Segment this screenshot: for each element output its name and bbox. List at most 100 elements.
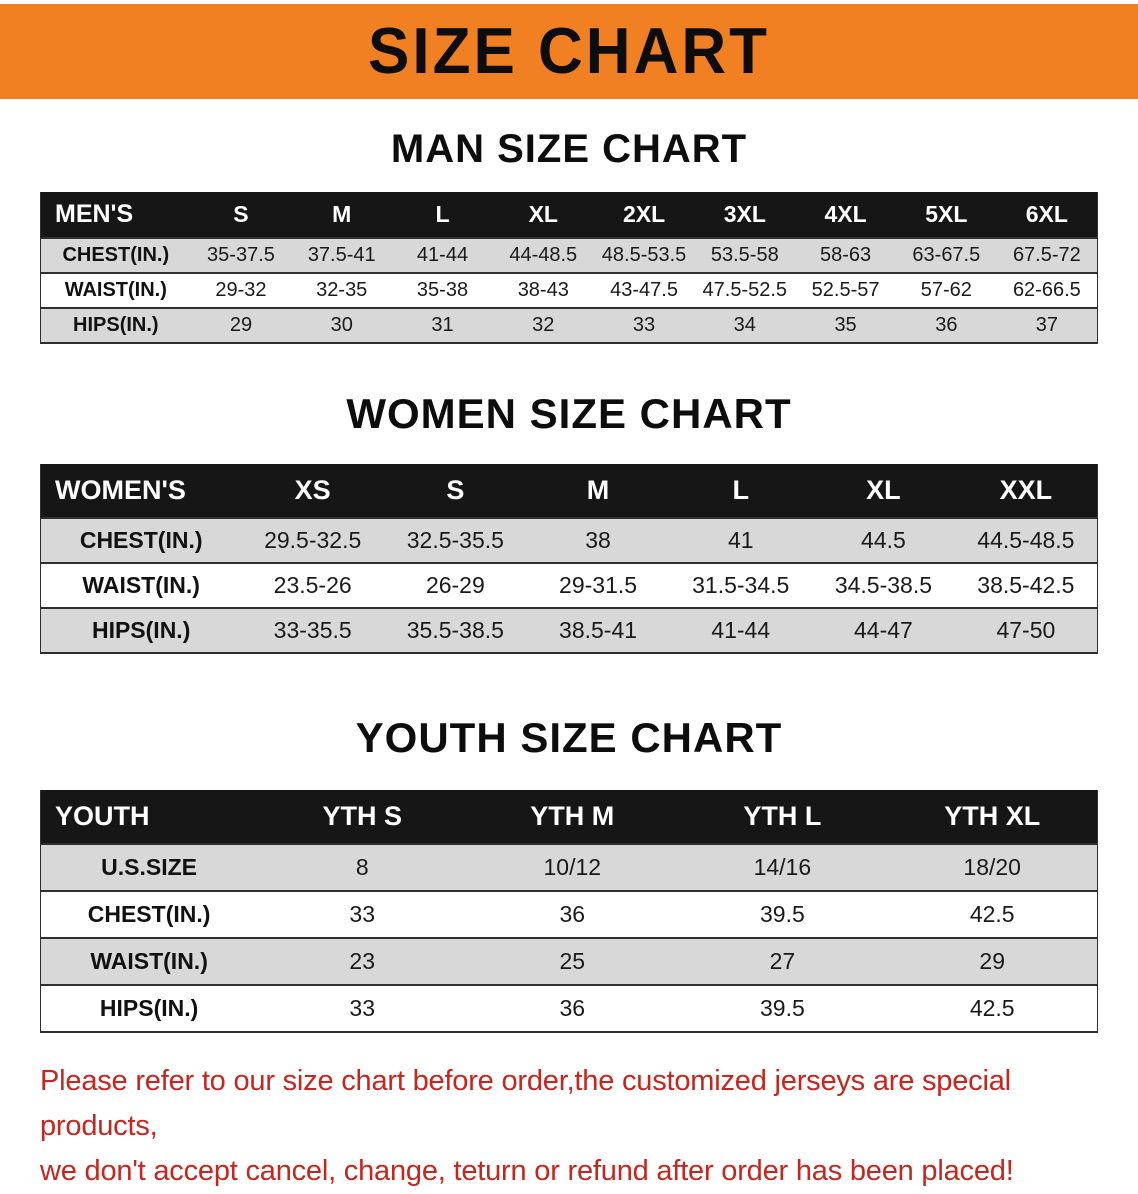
size-column-header: YTH M xyxy=(467,790,678,844)
measurement-value-cell: 44.5-48.5 xyxy=(954,517,1098,563)
measurement-value-cell: 35.5-38.5 xyxy=(384,607,527,653)
measurement-value-cell: 30 xyxy=(291,307,393,343)
size-column-header: L xyxy=(392,192,493,238)
row-label-cell: CHEST(IN.) xyxy=(40,517,242,563)
row-label-cell: HIPS(IN.) xyxy=(40,607,242,653)
table-title-cell: MEN'S xyxy=(40,192,191,238)
row-label-cell: WAIST(IN.) xyxy=(40,937,258,985)
size-column-header: YTH L xyxy=(677,790,888,844)
measurement-value-cell: 18/20 xyxy=(887,843,1098,891)
measurement-value-cell: 29-32 xyxy=(190,272,292,308)
measurement-value-cell: 58-63 xyxy=(795,237,896,273)
measurement-value-cell: 62-66.5 xyxy=(996,272,1098,308)
size-column-header: L xyxy=(669,464,813,518)
size-column-header: S xyxy=(190,192,292,238)
measurement-value-cell: 57-62 xyxy=(895,272,997,308)
row-label-cell: CHEST(IN.) xyxy=(40,237,191,273)
table-row: HIPS(IN.) 33 36 39.5 42.5 xyxy=(40,984,1098,1032)
measurement-value-cell: 33-35.5 xyxy=(241,607,385,653)
measurement-value-cell: 41-44 xyxy=(392,237,493,273)
measurement-value-cell: 44.5 xyxy=(812,517,955,563)
measurement-value-cell: 42.5 xyxy=(887,984,1098,1032)
measurement-value-cell: 27 xyxy=(677,937,888,985)
size-column-header: S xyxy=(384,464,527,518)
measurement-value-cell: 44-48.5 xyxy=(492,237,594,273)
measurement-value-cell: 41-44 xyxy=(669,607,813,653)
measurement-value-cell: 52.5-57 xyxy=(795,272,896,308)
measurement-value-cell: 67.5-72 xyxy=(996,237,1098,273)
measurement-value-cell: 39.5 xyxy=(677,890,888,938)
row-label-cell: WAIST(IN.) xyxy=(40,562,242,608)
men-size-table: MEN'S S M L XL 2XL 3XL 4XL 5XL 6XL CHEST(IN.) 35-37… xyxy=(40,192,1098,344)
measurement-value-cell: 14/16 xyxy=(677,843,888,891)
size-column-header: 3XL xyxy=(694,192,796,238)
measurement-value-cell: 32-35 xyxy=(291,272,393,308)
measurement-value-cell: 47-50 xyxy=(954,607,1098,653)
measurement-value-cell: 36 xyxy=(467,890,678,938)
measurement-value-cell: 43-47.5 xyxy=(593,272,695,308)
measurement-value-cell: 25 xyxy=(467,937,678,985)
measurement-value-cell: 42.5 xyxy=(887,890,1098,938)
size-column-header: 6XL xyxy=(996,192,1098,238)
measurement-value-cell: 38.5-41 xyxy=(526,607,670,653)
size-column-header: XS xyxy=(241,464,385,518)
measurement-value-cell: 63-67.5 xyxy=(895,237,997,273)
measurement-value-cell: 53.5-58 xyxy=(694,237,796,273)
measurement-value-cell: 29 xyxy=(887,937,1098,985)
banner: SIZE CHART xyxy=(0,4,1138,99)
size-column-header: 2XL xyxy=(593,192,695,238)
measurement-value-cell: 32 xyxy=(492,307,594,343)
row-label-cell: HIPS(IN.) xyxy=(40,984,258,1032)
size-column-header: M xyxy=(291,192,393,238)
measurement-value-cell: 44-47 xyxy=(812,607,955,653)
measurement-value-cell: 35 xyxy=(795,307,896,343)
table-header-row: WOMEN'S XS S M L XL XXL xyxy=(40,464,1098,518)
measurement-value-cell: 31.5-34.5 xyxy=(669,562,813,608)
order-policy-note: Please refer to our size chart before or… xyxy=(40,1059,1098,1194)
women-size-table: WOMEN'S XS S M L XL XXL CHEST(IN.) 29.5-32.5 32.5… xyxy=(40,464,1098,654)
row-label-cell: U.S.SIZE xyxy=(40,843,258,891)
size-column-header: YTH S xyxy=(257,790,468,844)
measurement-value-cell: 8 xyxy=(257,843,468,891)
measurement-value-cell: 31 xyxy=(392,307,493,343)
row-label-cell: CHEST(IN.) xyxy=(40,890,258,938)
measurement-value-cell: 10/12 xyxy=(467,843,678,891)
size-column-header: XL xyxy=(492,192,594,238)
table-row: CHEST(IN.) 29.5-32.5 32.5-35.5 38 41 44.5 44.5… xyxy=(40,517,1098,563)
size-column-header: 5XL xyxy=(895,192,997,238)
measurement-value-cell: 34.5-38.5 xyxy=(812,562,955,608)
table-row: WAIST(IN.) 29-32 32-35 35-38 38-43 43-47.5 47.… xyxy=(40,272,1098,308)
table-row: CHEST(IN.) 35-37.5 37.5-41 41-44 44-48.5 48.5… xyxy=(40,237,1098,273)
note-line-1: Please refer to our size chart before or… xyxy=(40,1065,1011,1142)
measurement-value-cell: 48.5-53.5 xyxy=(593,237,695,273)
measurement-value-cell: 38.5-42.5 xyxy=(954,562,1098,608)
row-label-cell: WAIST(IN.) xyxy=(40,272,191,308)
note-line-2: we don't accept cancel, change, teturn o… xyxy=(40,1154,1014,1187)
measurement-value-cell: 23.5-26 xyxy=(241,562,385,608)
measurement-value-cell: 23 xyxy=(257,937,468,985)
size-column-header: 4XL xyxy=(795,192,896,238)
table-row: CHEST(IN.) 33 36 39.5 42.5 xyxy=(40,890,1098,938)
table-title-cell: YOUTH xyxy=(40,790,258,844)
measurement-value-cell: 33 xyxy=(593,307,695,343)
measurement-value-cell: 29.5-32.5 xyxy=(241,517,385,563)
table-row: WAIST(IN.) 23.5-26 26-29 29-31.5 31.5-34.5 34… xyxy=(40,562,1098,608)
measurement-value-cell: 26-29 xyxy=(384,562,527,608)
table-row: HIPS(IN.) 33-35.5 35.5-38.5 38.5-41 41-44 44-… xyxy=(40,607,1098,653)
measurement-value-cell: 35-38 xyxy=(392,272,493,308)
measurement-value-cell: 32.5-35.5 xyxy=(384,517,527,563)
measurement-value-cell: 39.5 xyxy=(677,984,888,1032)
measurement-value-cell: 37.5-41 xyxy=(291,237,393,273)
table-header-row: YOUTH YTH S YTH M YTH L YTH XL xyxy=(40,790,1098,844)
size-column-header: M xyxy=(526,464,670,518)
page-title: SIZE CHART xyxy=(368,15,770,88)
measurement-value-cell: 38-43 xyxy=(492,272,594,308)
size-column-header: YTH XL xyxy=(887,790,1098,844)
men-section-heading: MAN SIZE CHART xyxy=(390,127,748,171)
measurement-value-cell: 41 xyxy=(669,517,813,563)
measurement-value-cell: 36 xyxy=(467,984,678,1032)
table-title-cell: WOMEN'S xyxy=(40,464,242,518)
women-section-heading: WOMEN SIZE CHART xyxy=(346,390,792,437)
women-size-section: WOMEN SIZE CHART WOMEN'S XS S M L XL XXL CHEST(… xyxy=(0,390,1138,654)
row-label-cell: HIPS(IN.) xyxy=(40,307,191,343)
